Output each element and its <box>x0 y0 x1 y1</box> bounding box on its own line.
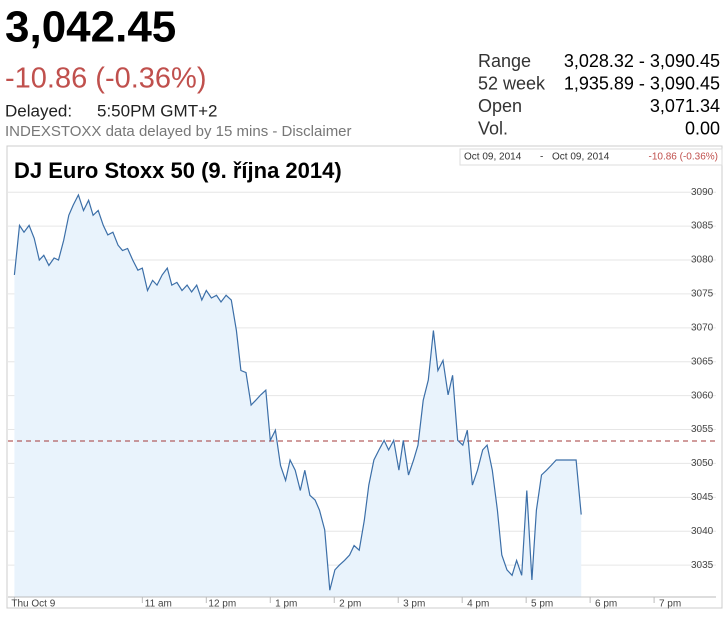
stat-value: 3,071.34 <box>650 96 720 116</box>
range-box <box>459 148 723 166</box>
stat-value: 1,935.89 - 3,090.45 <box>564 73 720 93</box>
x-tick-label: 7 pm <box>659 599 681 610</box>
y-tick-label: 3055 <box>691 424 714 435</box>
stat-value: 3,028.32 - 3,090.45 <box>564 51 720 71</box>
disclaimer[interactable]: INDEXSTOXX data delayed by 15 mins - Dis… <box>5 123 352 140</box>
x-tick-label: 11 am <box>145 599 172 610</box>
x-tick-label: 12 pm <box>208 599 236 610</box>
y-tick-label: 3075 <box>691 289 714 300</box>
x-tick-label: 1 pm <box>275 599 297 610</box>
y-tick-label: 3080 <box>691 255 714 266</box>
stat-label: Open <box>478 96 522 116</box>
price-change: -10.86 (-0.36%) <box>5 63 207 95</box>
y-tick-label: 3070 <box>691 322 714 333</box>
y-tick-label: 3065 <box>691 356 714 367</box>
delayed-label: Delayed: <box>5 101 72 120</box>
range-separator: - <box>540 152 543 163</box>
delayed-time: 5:50PM GMT+2 <box>97 101 217 120</box>
stat-value: 0.00 <box>685 118 720 138</box>
y-tick-label: 3050 <box>691 458 714 469</box>
stat-label: Vol. <box>478 118 508 138</box>
x-tick-label: 4 pm <box>467 599 489 610</box>
price-line <box>13 193 582 591</box>
x-tick-label: Thu Oct 9 <box>11 599 55 610</box>
price: 3,042.45 <box>5 3 176 52</box>
y-tick-label: 3045 <box>691 492 714 503</box>
area-fill <box>14 194 582 597</box>
stat-label: 52 week <box>478 73 546 93</box>
y-tick-label: 3085 <box>691 221 714 232</box>
range-from: Oct 09, 2014 <box>464 152 522 163</box>
x-tick-label: 5 pm <box>531 599 553 610</box>
x-tick-label: 3 pm <box>403 599 425 610</box>
x-tick-label: 6 pm <box>595 599 617 610</box>
chart-title: DJ Euro Stoxx 50 (9. října 2014) <box>14 158 342 183</box>
stat-label: Range <box>478 51 531 71</box>
y-tick-label: 3090 <box>691 187 714 198</box>
x-tick-label: 2 pm <box>339 599 361 610</box>
y-tick-label: 3060 <box>691 390 714 401</box>
y-tick-label: 3035 <box>691 560 714 571</box>
y-tick-label: 3040 <box>691 526 714 537</box>
range-change: -10.86 (-0.36%) <box>649 152 718 163</box>
range-to: Oct 09, 2014 <box>552 152 610 163</box>
